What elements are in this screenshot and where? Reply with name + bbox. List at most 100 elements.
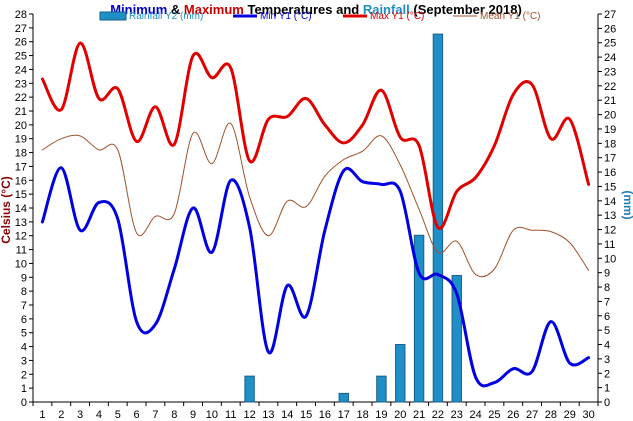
y-left-tick-label: 11 — [16, 245, 27, 257]
x-tick-label: 6 — [134, 409, 140, 421]
x-tick-label: 24 — [469, 409, 481, 421]
x-tick-label: 13 — [262, 409, 274, 421]
y-right-tick-label: 5 — [604, 325, 610, 337]
x-tick-label: 11 — [225, 409, 236, 421]
y-right-tick-label: 20 — [604, 110, 616, 122]
x-tick-label: 25 — [488, 409, 500, 421]
y-right-tick-label: 8 — [604, 282, 610, 294]
legend-label: Max Y1 (°C) — [370, 11, 424, 22]
y-right-tick-label: 18 — [604, 138, 616, 150]
y-left-tick-label: 8 — [21, 286, 27, 298]
rainfall-bar — [338, 392, 349, 403]
plot-area: 0123456789101112131415161718192021222324… — [15, 9, 617, 421]
legend-label: Mean Y1 (°C) — [480, 11, 541, 22]
y-right-tick-label: 25 — [604, 38, 616, 50]
legend: Rainfall Y2 (mm) Min Y1 (°C) Max Y1 (°C) Me… — [99, 11, 541, 22]
max-temperature-line — [40, 41, 591, 230]
x-tick-label: 19 — [375, 409, 387, 421]
title-part-2: Maximum — [184, 2, 244, 17]
y-left-tick-label: 22 — [15, 92, 27, 104]
y-left-tick-label: 21 — [15, 106, 27, 118]
y-left-tick-label: 24 — [15, 64, 27, 76]
x-tick-label: 12 — [243, 409, 255, 421]
y-left-tick-label: 7 — [21, 300, 27, 312]
y-right-tick-label: 21 — [604, 95, 616, 107]
y-right-tick-label: 24 — [604, 52, 616, 64]
y-left-tick-label: 20 — [15, 120, 27, 132]
y-right-tick-label: 10 — [604, 253, 616, 265]
x-tick-label: 26 — [507, 409, 519, 421]
x-tick-label: 21 — [413, 409, 425, 421]
rainfall-bar — [413, 234, 425, 403]
rainfall-bar — [451, 275, 462, 403]
y-right-tick-label: 22 — [604, 81, 616, 93]
title-part-1: & — [167, 2, 184, 17]
y-right-tick-label: 2 — [604, 368, 610, 380]
y-right-tick-label: 3 — [604, 354, 610, 366]
y-left-tick-label: 10 — [15, 258, 27, 270]
legend-swatch-rainfall — [99, 11, 127, 21]
x-tick-label: 14 — [281, 409, 293, 421]
y-left-tick-label: 13 — [15, 217, 27, 229]
x-tick-label: 5 — [115, 409, 121, 421]
y-right-tick-label: 17 — [604, 153, 616, 165]
y-left-tick-label: 9 — [21, 272, 27, 284]
legend-label: Min Y1 (°C) — [260, 11, 312, 22]
x-tick-label: 3 — [77, 409, 83, 421]
y-right-tick-label: 15 — [604, 181, 616, 193]
rainfall-bar — [244, 375, 255, 403]
y-right-tick-label: 12 — [604, 225, 616, 237]
legend-label: Rainfall Y2 (mm) — [129, 11, 203, 22]
y-left-tick-label: 12 — [15, 231, 27, 243]
y-right-tick-label: 14 — [604, 196, 616, 208]
legend-item: Rainfall Y2 (mm) — [99, 11, 203, 22]
y-right-tick-label: 19 — [604, 124, 616, 136]
legend-item: Min Y1 (°C) — [233, 11, 312, 22]
y-left-tick-label: 23 — [15, 78, 27, 90]
y-axis-left-label: Celsius (°C) — [0, 176, 13, 243]
title-part-5: (September 2018) — [410, 2, 522, 17]
y-right-tick-label: 1 — [604, 383, 610, 395]
y-left-tick-label: 28 — [15, 9, 27, 21]
y-left-tick-label: 2 — [21, 369, 27, 381]
x-tick-label: 10 — [206, 409, 218, 421]
legend-item: Max Y1 (°C) — [343, 11, 424, 22]
y-left-tick-label: 3 — [21, 355, 27, 367]
x-tick-label: 4 — [96, 409, 102, 421]
y-left-tick-label: 5 — [21, 328, 27, 340]
y-right-tick-label: 9 — [604, 268, 610, 280]
x-tick-label: 28 — [545, 409, 557, 421]
rainfall-bar — [395, 344, 406, 403]
x-tick-label: 7 — [152, 409, 158, 421]
y-left-tick-label: 1 — [21, 383, 27, 395]
y-left-tick-label: 17 — [15, 161, 27, 173]
min-temperature-line — [40, 166, 591, 388]
x-tick-label: 20 — [394, 409, 406, 421]
y-left-tick-label: 14 — [15, 203, 27, 215]
y-left-tick-label: 15 — [15, 189, 27, 201]
x-tick-label: 2 — [58, 409, 64, 421]
y-right-tick-label: 16 — [604, 167, 616, 179]
x-tick-label: 9 — [190, 409, 196, 421]
x-tick-label: 16 — [319, 409, 331, 421]
y-right-tick-label: 26 — [604, 23, 616, 35]
y-right-tick-label: 11 — [604, 239, 615, 251]
title-part-4: Rainfall — [363, 2, 410, 17]
x-tick-label: 15 — [300, 409, 312, 421]
rainfall-bar — [376, 375, 387, 403]
y-right-tick-label: 0 — [604, 397, 610, 409]
y-left-tick-label: 25 — [15, 51, 27, 63]
title-part-3: Temperatures and — [244, 2, 363, 17]
legend-item: Mean Y1 (°C) — [453, 11, 541, 22]
y-left-tick-label: 4 — [21, 342, 27, 354]
y-left-tick-label: 26 — [15, 37, 27, 49]
x-tick-label: 30 — [582, 409, 594, 421]
y-left-tick-label: 6 — [21, 314, 27, 326]
y-right-tick-label: 7 — [604, 296, 610, 308]
x-tick-label: 18 — [356, 409, 368, 421]
x-tick-label: 17 — [338, 409, 350, 421]
x-tick-label: 29 — [564, 409, 576, 421]
mean-temperature-line — [41, 122, 590, 278]
x-tick-label: 8 — [171, 409, 177, 421]
